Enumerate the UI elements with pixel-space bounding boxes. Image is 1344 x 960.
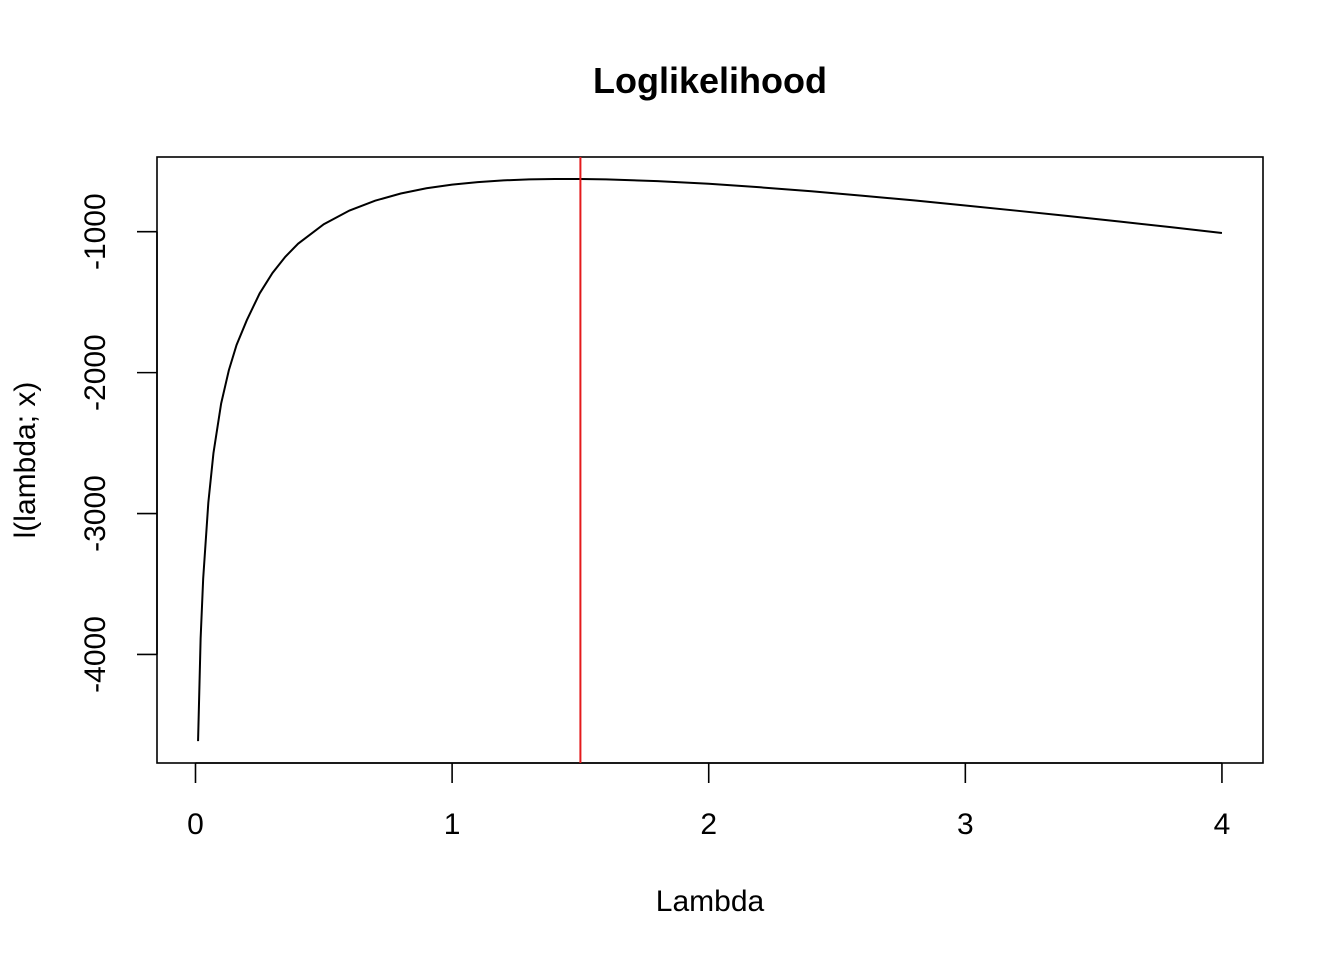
- loglikelihood-curve: [197, 177, 1223, 742]
- y-tick-label: -4000: [79, 616, 112, 693]
- x-axis-label: Lambda: [656, 885, 765, 918]
- x-tick-label: 3: [957, 808, 974, 841]
- plot-frame: [156, 156, 1264, 764]
- y-axis: -1000 -2000 -3000 -4000: [79, 193, 158, 693]
- x-tick-label: 4: [1214, 808, 1231, 841]
- plot-area: [197, 157, 1223, 763]
- y-tick-label: -2000: [79, 334, 112, 411]
- y-axis-label: l(lambda; x): [9, 382, 42, 539]
- x-tick-label: 1: [444, 808, 461, 841]
- chart-title: Loglikelihood: [593, 60, 827, 101]
- x-tick-label: 0: [187, 808, 204, 841]
- x-axis: 0 1 2 3 4: [187, 762, 1231, 841]
- y-tick-label: -3000: [79, 475, 112, 552]
- x-tick-label: 2: [700, 808, 717, 841]
- y-tick-label: -1000: [79, 193, 112, 270]
